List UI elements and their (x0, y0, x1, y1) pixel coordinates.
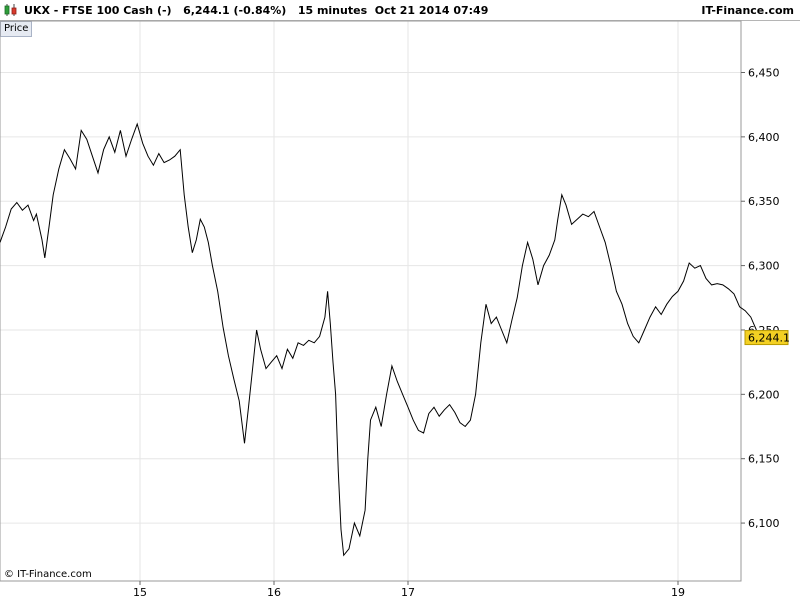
last-price-change: 6,244.1 (-0.84%) (183, 4, 287, 17)
y-tick-label: 6,150 (748, 453, 780, 466)
y-tick-label: 6,350 (748, 195, 780, 208)
price-series-line (0, 122, 757, 557)
instrument-name: UKX - FTSE 100 Cash (-) (24, 4, 172, 17)
x-tick-label: 16 (267, 586, 281, 599)
y-tick-label: 6,200 (748, 388, 780, 401)
x-tick-label: 19 (671, 586, 685, 599)
x-tick-label: 15 (133, 586, 147, 599)
copyright-label: © IT-Finance.com (4, 569, 92, 580)
y-tick-label: 6,300 (748, 260, 780, 273)
plot-frame (0, 20, 742, 582)
chart-grid (0, 21, 741, 581)
brand-label: IT-Finance.com (701, 4, 794, 17)
last-price-badge (744, 330, 789, 346)
candlestick-chart-icon (4, 4, 17, 16)
y-tick-label: 6,400 (748, 131, 780, 144)
last-price-marker: 6,244.1 (744, 330, 790, 346)
x-axis: 1516171921 (133, 581, 685, 599)
y-tick-label: 6,100 (748, 517, 780, 530)
instrument-title: UKX - FTSE 100 Cash (-) 6,244.1 (-0.84%)… (24, 4, 488, 17)
y-tick-label: 6,450 (748, 66, 780, 79)
x-tick-label: 17 (401, 586, 415, 599)
chart-header: UKX - FTSE 100 Cash (-) 6,244.1 (-0.84%)… (0, 0, 800, 21)
interval-label: 15 minutes (297, 4, 368, 17)
datetime-label: Oct 21 2014 07:49 (374, 4, 489, 17)
last-price-label: 6,244.1 (748, 332, 790, 345)
